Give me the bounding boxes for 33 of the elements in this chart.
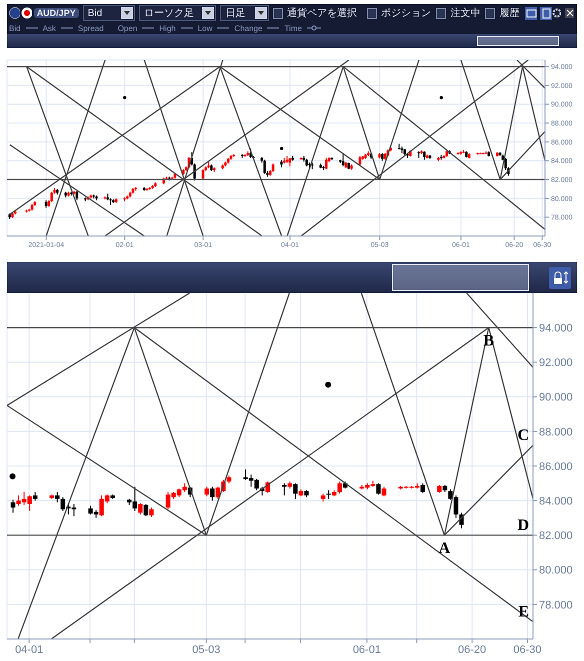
- x-tick-label: 06-01: [352, 644, 381, 656]
- text: ローソク足: [144, 7, 194, 20]
- annotation: D: [517, 517, 529, 534]
- text: 履歴: [499, 7, 520, 20]
- text: Ask: [42, 24, 56, 32]
- text: AUD/JPY: [34, 8, 79, 18]
- y-tick-label: 80.000: [539, 564, 573, 577]
- y-tick-label: 94.000: [539, 322, 573, 335]
- text: 日足: [225, 7, 246, 20]
- y-tick-label: 88.000: [539, 426, 573, 438]
- text: Bid: [88, 8, 102, 18]
- y-tick-label: 82.000: [539, 530, 573, 542]
- text: Low: [198, 24, 212, 32]
- x-tick-label: 06-20: [458, 644, 486, 656]
- annotation: A: [438, 540, 451, 558]
- x-tick-label: 04-01: [15, 644, 44, 656]
- y-tick-label: 92.000: [539, 357, 573, 370]
- text: Change: [234, 24, 262, 32]
- text: ポジション: [381, 7, 432, 20]
- y-tick-label: 78.000: [539, 599, 573, 612]
- text: Bid: [9, 24, 21, 32]
- y-tick-label: 86.000: [539, 460, 573, 473]
- y-tick-label: 90.000: [539, 392, 573, 404]
- text: Open: [118, 24, 138, 32]
- text: Spread: [78, 24, 104, 32]
- text: 注文中: [450, 6, 480, 20]
- text: Time: [284, 24, 302, 32]
- annotation: C: [517, 427, 529, 444]
- x-tick-label: 06-30: [513, 644, 542, 656]
- text: 通貨ペアを選択: [287, 6, 358, 20]
- text: High: [159, 24, 176, 32]
- x-tick-label: 05-03: [192, 644, 220, 656]
- y-tick-label: 84.000: [539, 496, 573, 508]
